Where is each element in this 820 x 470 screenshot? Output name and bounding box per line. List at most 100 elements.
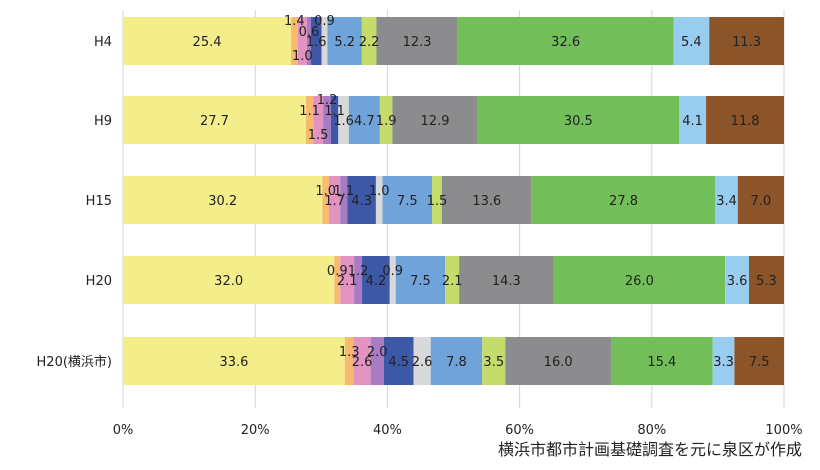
- bar-segment: [673, 17, 710, 65]
- bar-segment: [331, 96, 339, 144]
- bar-segment: [382, 176, 433, 224]
- bar-segment: [329, 176, 341, 224]
- bar-segment: [334, 256, 341, 304]
- data-label: 7.5: [749, 355, 770, 370]
- data-label: 30.5: [564, 114, 593, 129]
- data-label: 11.3: [732, 35, 761, 50]
- data-label: 25.4: [193, 35, 222, 50]
- bar-segment: [310, 17, 322, 65]
- bar-segment: [322, 176, 330, 224]
- x-axis-tick-labels: 0% 20% 40% 60% 80% 100%: [113, 423, 803, 438]
- bar-segment: [706, 96, 784, 144]
- bar-segment: [749, 256, 784, 304]
- data-label: 3.6: [727, 274, 748, 289]
- data-label: 3.4: [716, 194, 737, 209]
- y-category-label: H20(横浜市): [37, 354, 112, 370]
- data-label: 1.6: [306, 35, 327, 50]
- bar-segment: [338, 96, 349, 144]
- x-tick-label: 0%: [113, 423, 134, 438]
- x-tick-label: 60%: [505, 423, 534, 438]
- bar-segment: [123, 176, 323, 224]
- data-label: 1.1: [334, 184, 355, 199]
- bar-segment: [379, 96, 393, 144]
- data-label: 14.3: [492, 274, 521, 289]
- data-label: 12.9: [421, 114, 450, 129]
- bar-segment: [340, 256, 355, 304]
- y-category-label: H4: [94, 35, 112, 50]
- bar-segment: [123, 337, 345, 385]
- x-tick-label: 20%: [241, 423, 270, 438]
- data-label: 27.8: [609, 194, 638, 209]
- bar-segment: [725, 256, 750, 304]
- data-label: 13.6: [472, 194, 501, 209]
- data-label: 2.1: [442, 274, 463, 289]
- data-label: 4.1: [682, 114, 703, 129]
- bar-segments: [123, 17, 784, 385]
- bar-segment: [459, 256, 554, 304]
- bar-segment: [395, 256, 446, 304]
- bar-segment: [347, 176, 376, 224]
- bar-segment: [383, 337, 414, 385]
- bar-segment: [353, 337, 371, 385]
- bar-segment: [306, 17, 311, 65]
- source-caption: 横浜市都市計画基礎調査を元に泉区が作成: [497, 440, 802, 459]
- bar-segment: [531, 176, 716, 224]
- data-label: 0.6: [299, 25, 320, 40]
- data-label: 4.7: [354, 114, 375, 129]
- data-label: 1.2: [348, 264, 369, 279]
- data-label: 1.5: [308, 128, 329, 143]
- data-label: 2.1: [337, 274, 358, 289]
- bar-segment: [445, 256, 460, 304]
- data-label: 5.4: [681, 35, 702, 50]
- data-label: 16.0: [544, 355, 573, 370]
- bar-segment: [376, 17, 458, 65]
- bar-segment: [323, 96, 332, 144]
- data-label: 1.2: [317, 93, 338, 108]
- data-label: 1.4: [284, 14, 305, 29]
- data-label: 1.5: [427, 194, 448, 209]
- bar-segment: [553, 256, 726, 304]
- bar-segment: [361, 17, 377, 65]
- y-category-label: H15: [86, 194, 112, 209]
- bar-segment: [123, 96, 306, 144]
- data-label: 2.6: [412, 355, 433, 370]
- y-category-label: H20: [86, 274, 112, 289]
- bar-segment: [362, 256, 390, 304]
- data-label: 3.5: [483, 355, 504, 370]
- bar-segment: [715, 176, 738, 224]
- data-label: 5.2: [334, 35, 355, 50]
- bar-segment: [348, 96, 380, 144]
- y-category-label: H9: [94, 114, 112, 129]
- x-tick-label: 80%: [637, 423, 666, 438]
- bar-segment: [734, 337, 784, 385]
- data-label: 2.2: [359, 35, 380, 50]
- bar-segment: [305, 96, 314, 144]
- bar-segment: [392, 96, 478, 144]
- data-label: 4.3: [351, 194, 372, 209]
- bar-segment: [477, 96, 680, 144]
- data-label: 2.0: [367, 345, 388, 360]
- bar-segment: [123, 17, 292, 65]
- bar-segment: [375, 176, 383, 224]
- data-label: 15.4: [647, 355, 676, 370]
- bar-segment: [413, 337, 431, 385]
- data-label: 7.8: [446, 355, 467, 370]
- bar-segment: [297, 17, 307, 65]
- data-label: 0.9: [382, 264, 403, 279]
- bar-segment: [679, 96, 707, 144]
- bar-segment: [432, 176, 442, 224]
- data-label: 12.3: [403, 35, 432, 50]
- bar-segment: [441, 176, 532, 224]
- bar-segment: [291, 17, 298, 65]
- bar-segment: [389, 256, 396, 304]
- bar-segment: [709, 17, 784, 65]
- x-tick-label: 100%: [765, 423, 802, 438]
- data-label: 5.3: [756, 274, 777, 289]
- bar-segment: [344, 337, 354, 385]
- data-label: 3.3: [713, 355, 734, 370]
- data-label: 33.6: [219, 355, 248, 370]
- data-label: 1.6: [333, 114, 354, 129]
- data-label: 1.9: [376, 114, 397, 129]
- data-label: 1.3: [339, 345, 360, 360]
- data-label: 0.9: [314, 14, 335, 29]
